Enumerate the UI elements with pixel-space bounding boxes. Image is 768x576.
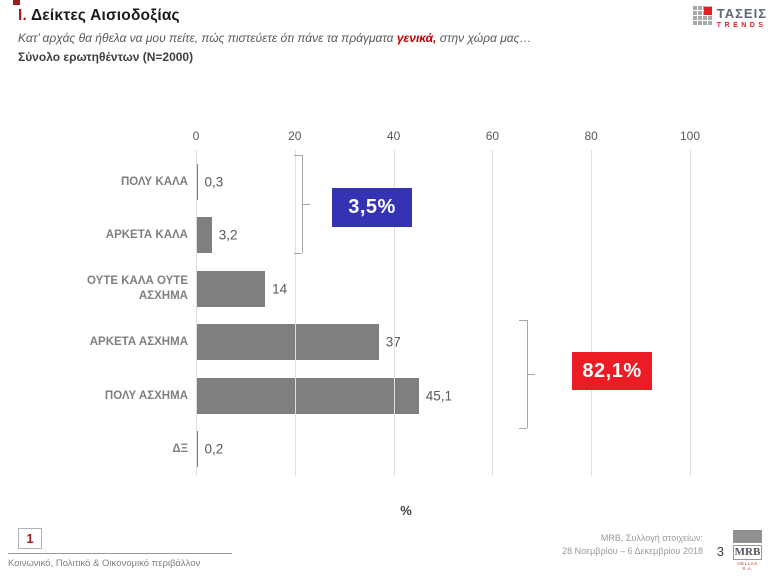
mrb-logo-block	[733, 530, 762, 543]
chart-gridline	[196, 150, 197, 476]
page-title: Ι. Δείκτες Αισιοδοξίας	[18, 7, 180, 25]
x-axis-tick-label: 60	[485, 129, 500, 143]
chart-gridline	[690, 150, 691, 476]
section-title: Κοινωνικό, Πολιτικό & Οικονομικό περιβάλ…	[8, 558, 201, 569]
page-number: 3	[716, 544, 724, 559]
x-axis-tick-label: 0	[192, 129, 200, 143]
source-note-line1: MRB, Συλλογή στοιχείων:	[600, 533, 703, 543]
taseis-logo-subname: TRENDS	[716, 22, 767, 29]
positive-total-box: 3,5%	[332, 188, 412, 227]
chart-gridline	[294, 150, 296, 476]
mrb-logo: MRB HELLAS S.A.	[733, 530, 762, 571]
bar-value-label: 45,1	[425, 388, 453, 404]
mrb-logo-name: MRB	[733, 545, 762, 560]
category-label: ΠΟΛΥ ΚΑΛΑ	[120, 175, 188, 188]
category-label: ΑΡΚΕΤΑ ΚΑΛΑ	[105, 229, 188, 242]
category-label: ΑΡΚΕΤΑ ΑΣΧΗΜΑ	[89, 336, 188, 349]
bar-value-label: 14	[272, 281, 288, 297]
x-axis-tick-label: 100	[679, 129, 701, 143]
category-label: ΟΥΤΕ ΚΑΛΑ ΟΥΤΕ ΑΣΧΗΜΑ	[87, 275, 188, 302]
question-text-post: στην χώρα μας…	[436, 31, 532, 45]
question-text-highlight: γενικά,	[396, 31, 437, 45]
section-number-box: 1	[18, 528, 42, 549]
taseis-logo-name: ΤΑΣΕΙΣ	[716, 6, 767, 21]
bar-value-label: 0,3	[204, 174, 224, 190]
source-note-line2: 28 Νοεμβρίου – 6 Δεκεμβρίου 2018	[562, 546, 703, 557]
mrb-logo-subname: HELLAS S.A.	[737, 561, 758, 571]
chart-gridline	[591, 150, 593, 476]
negative-total-box: 82,1%	[572, 352, 652, 390]
chart-gridline	[492, 150, 494, 476]
bar-value-label: 37	[386, 335, 401, 350]
corner-accent-mark	[13, 0, 20, 5]
bar-chart: 0,2 ΔΞ 45,1 ΠΟΛΥ ΑΣΧΗΜΑ 37 ΑΡΚΕΤΑ ΑΣΧΗΜΑ 14 ΟΥΤ…	[0, 125, 768, 525]
bar-segment	[196, 324, 379, 361]
chart-gridline	[393, 150, 395, 476]
x-axis-tick-label: 40	[386, 129, 401, 143]
question-text-pre: Κατ’ αρχάς θα ήθελα να μου πείτε, πώς πι…	[18, 31, 397, 45]
x-axis-unit-label: %	[400, 503, 412, 518]
sample-size-label: Σύνολο ερωτηθέντων (N=2000)	[18, 50, 194, 64]
x-axis-tick-label: 20	[288, 129, 302, 143]
source-note: MRB, Συλλογή στοιχείων: 28 Νοεμβρίου – 6…	[562, 532, 703, 558]
page-title-prefix: Ι.	[18, 7, 28, 24]
taseis-logo-text: ΤΑΣΕΙΣ TRENDS	[717, 6, 767, 29]
bar-segment	[196, 217, 212, 254]
bar-value-label: 3,2	[218, 227, 238, 243]
bar-segment	[196, 377, 419, 414]
page-title-text: Δείκτες Αισιοδοξίας	[30, 7, 180, 24]
bar-segment	[196, 270, 266, 307]
footer-divider	[8, 553, 232, 554]
taseis-logo: ΤΑΣΕΙΣ TRENDS	[692, 6, 767, 29]
bar-value-label: 0,2	[204, 441, 224, 457]
category-label: ΠΟΛΥ ΑΣΧΗΜΑ	[104, 389, 188, 402]
x-axis-tick-label: 80	[584, 129, 598, 143]
question-text: Κατ’ αρχάς θα ήθελα να μου πείτε, πώς πι…	[18, 31, 531, 45]
taseis-grid-icon	[692, 6, 712, 25]
category-label: ΔΞ	[172, 443, 188, 456]
